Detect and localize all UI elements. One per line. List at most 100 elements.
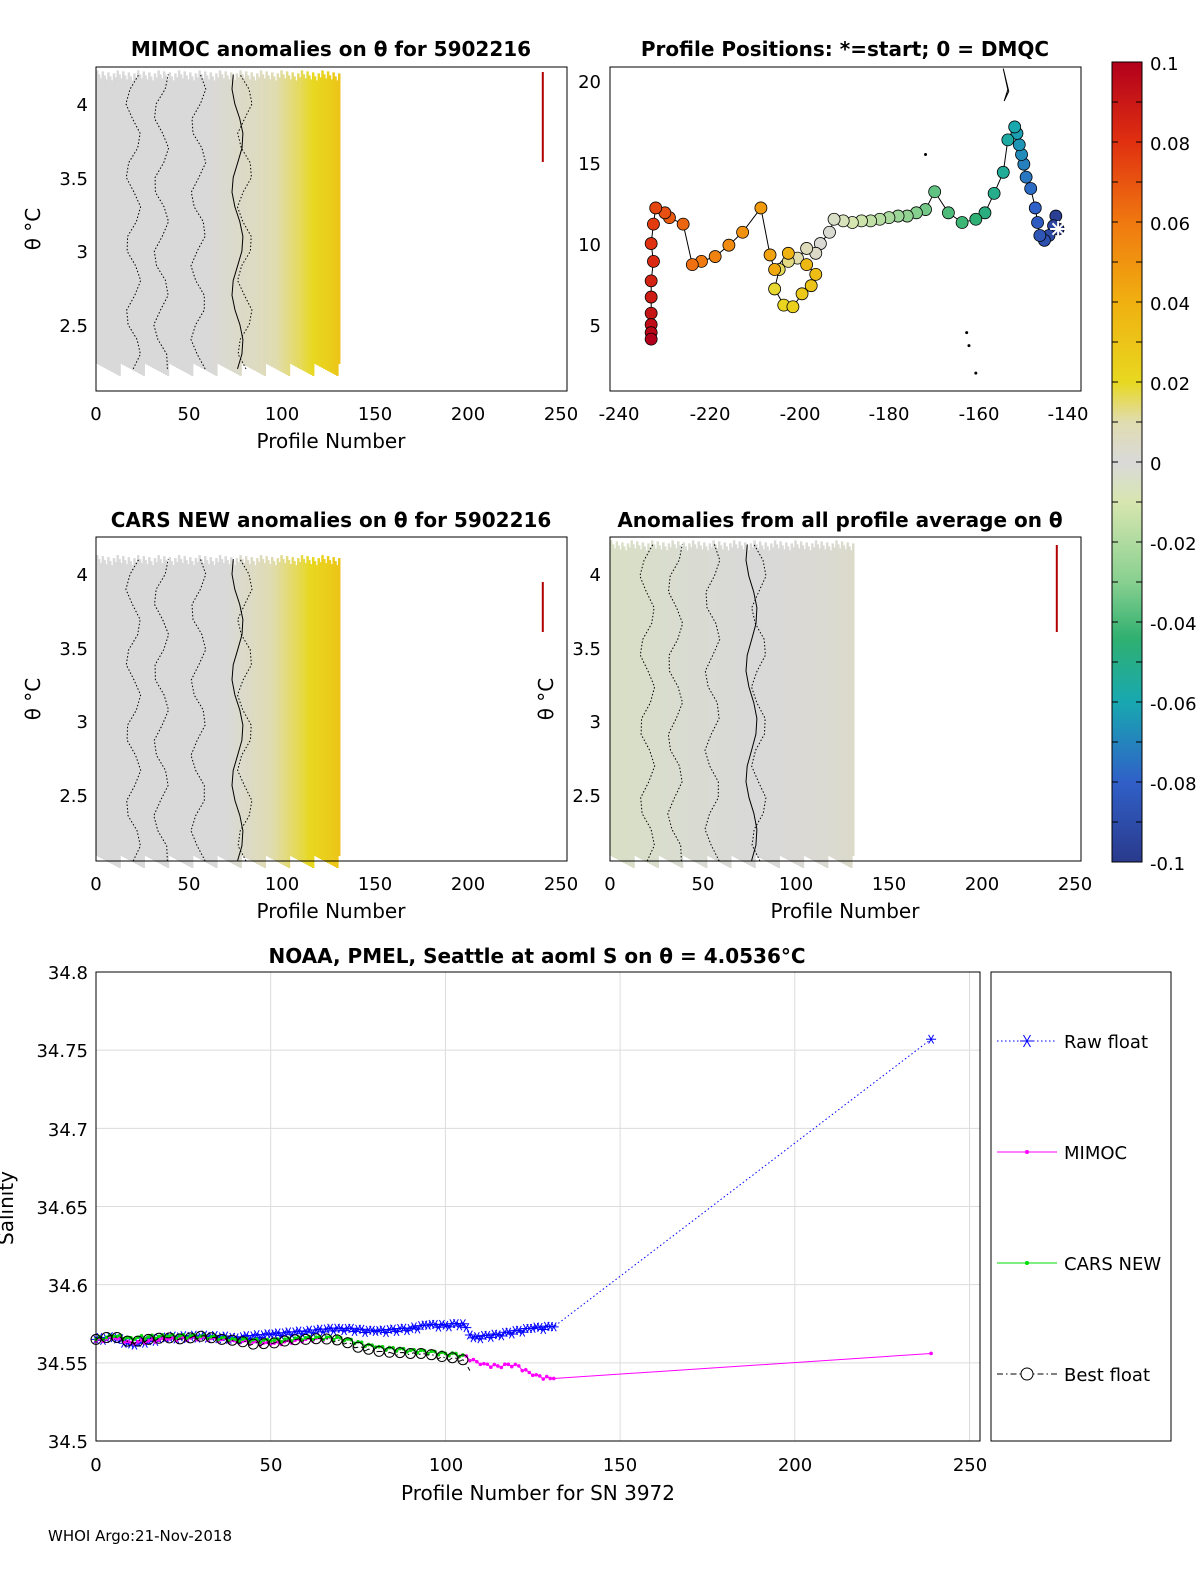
- heatmap-cell: [131, 80, 134, 370]
- heatmap-cell: [230, 72, 233, 371]
- heatmap-cell: [675, 548, 678, 865]
- heatmap-cell: [172, 565, 175, 858]
- data-point: [247, 1338, 259, 1350]
- heatmap-cell: [190, 76, 194, 376]
- heatmap-cell: [129, 561, 132, 861]
- heatmap-cell: [170, 76, 173, 365]
- y-tick-label: 3.5: [572, 639, 601, 660]
- heatmap-cell: [840, 541, 844, 863]
- data-point: [456, 1321, 463, 1331]
- heatmap-cell: [157, 555, 160, 863]
- x-tick-label: -140: [1048, 404, 1089, 425]
- heatmap-cell: [220, 559, 224, 858]
- heatmap-cell: [326, 71, 330, 371]
- heatmap-cell: [820, 541, 823, 865]
- heatmap-cell: [177, 70, 181, 369]
- x-tick-label: 200: [451, 874, 485, 895]
- y-tick-label: 2.5: [572, 786, 601, 807]
- data-point: [544, 1374, 549, 1379]
- contour-line: [153, 74, 170, 369]
- heatmap-cell: [284, 78, 287, 374]
- legend-marker: [1020, 1367, 1034, 1381]
- profile-position-marker: [969, 212, 983, 226]
- y-tick-label: 4: [590, 565, 601, 586]
- heatmap-cell: [257, 562, 261, 865]
- heatmap-cell: [302, 74, 306, 371]
- data-point: [534, 1372, 539, 1377]
- heatmap-cell: [235, 558, 239, 866]
- heatmap-cell: [630, 540, 633, 867]
- heatmap-cell: [706, 550, 710, 856]
- heatmap-cell: [321, 555, 324, 860]
- data-point: [499, 1365, 504, 1370]
- heatmap-cell: [727, 550, 730, 867]
- y-tick-label: 3: [77, 242, 88, 263]
- heatmap-cell: [261, 559, 265, 867]
- data-point: [362, 1327, 368, 1338]
- data-point: [331, 1334, 343, 1346]
- heatmap-cell: [192, 80, 196, 364]
- y-tick-label: 34.6: [48, 1276, 88, 1297]
- data-point: [466, 1330, 473, 1340]
- heatmap-cell: [293, 561, 296, 858]
- heatmap-cell: [190, 561, 194, 868]
- data-point: [167, 1334, 172, 1338]
- profile-position-marker: [781, 246, 795, 260]
- y-tick-label: 3.5: [59, 639, 88, 660]
- heatmap-cell: [256, 73, 259, 372]
- data-point: [390, 1324, 396, 1334]
- heatmap-cell: [677, 541, 680, 866]
- heatmap-cell: [723, 542, 727, 865]
- data-point: [195, 1330, 207, 1342]
- legend-box: [990, 971, 1172, 1442]
- heatmap-cell: [153, 558, 157, 861]
- heatmap-cell: [243, 563, 246, 857]
- heatmap-cell: [295, 565, 298, 859]
- profile-position-marker: [768, 282, 782, 296]
- profile-position-marker: [941, 206, 955, 220]
- heatmap-cell: [812, 547, 816, 861]
- y-tick-label: 5: [590, 316, 601, 337]
- data-point: [271, 1329, 278, 1339]
- data-point: [300, 1333, 312, 1345]
- heatmap-cell: [636, 541, 639, 857]
- data-point: [463, 1323, 470, 1333]
- heatmap-cell: [215, 73, 218, 376]
- data-point: [513, 1362, 518, 1367]
- data-point: [520, 1368, 525, 1373]
- heatmap-cell: [168, 72, 172, 364]
- heatmap-cell: [163, 71, 166, 374]
- x-tick-label: -180: [869, 404, 910, 425]
- heatmap-cell: [639, 549, 643, 859]
- heatmap-cell: [621, 542, 624, 862]
- heatmap-cell: [99, 78, 103, 366]
- data-point: [323, 1324, 330, 1334]
- heatmap-cell: [280, 555, 283, 864]
- heatmap-cell: [123, 560, 127, 858]
- allavg-axes-box: [609, 536, 1082, 862]
- heatmap-cell: [643, 546, 646, 861]
- data-point: [391, 1345, 395, 1350]
- salinity-grid: [95, 971, 980, 1442]
- heatmap-cell: [755, 544, 758, 856]
- heatmap-cell: [291, 72, 294, 365]
- allavg-panel: 0 50 100 150 200 250 4 3.5 3 2.5 Profile…: [534, 536, 1092, 923]
- heatmap-cell: [207, 79, 211, 372]
- heatmap-cell: [142, 71, 146, 376]
- data-point: [146, 1338, 151, 1343]
- heatmap-cell: [300, 70, 304, 370]
- heatmap-cell: [323, 559, 326, 861]
- heatmap-cell: [811, 543, 814, 860]
- x-tick-label: 100: [265, 874, 299, 895]
- data-point: [515, 1325, 522, 1335]
- data-point: [337, 1323, 344, 1334]
- heatmap-cell: [825, 542, 829, 868]
- heatmap-cell: [96, 555, 99, 856]
- data-point: [258, 1338, 270, 1350]
- data-point: [295, 1326, 302, 1336]
- heatmap-cell: [775, 544, 779, 867]
- data-point: [341, 1326, 348, 1336]
- heatmap-cell: [721, 549, 725, 864]
- heatmap-cell: [663, 546, 667, 859]
- heatmap-cell: [850, 550, 853, 868]
